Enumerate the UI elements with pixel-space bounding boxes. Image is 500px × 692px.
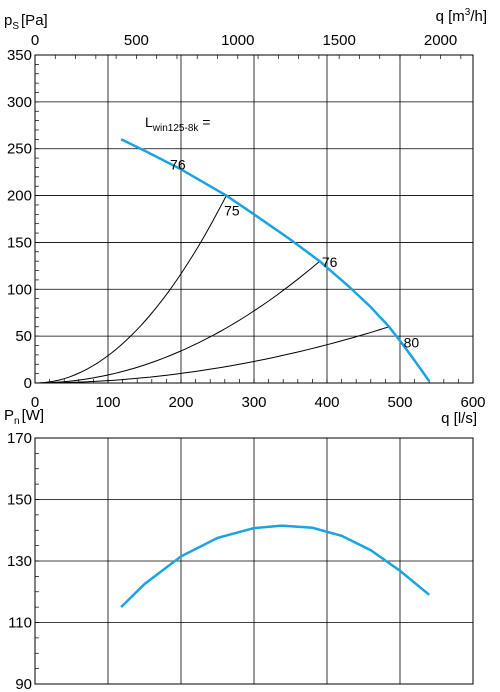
y-tick-label: 200: [7, 188, 32, 205]
x2-tick-label: 1500: [322, 32, 355, 49]
y-tick-label: 170: [7, 430, 32, 447]
y-tick-label: 100: [7, 281, 32, 298]
x2-tick-label: 0: [31, 32, 39, 49]
pressure-grid: [34, 54, 474, 384]
power-y-ticks: 90 110 130 150 170: [7, 430, 32, 692]
y-tick-label: 110: [8, 615, 32, 632]
flow-x-axis-label: q [l/s]: [441, 410, 477, 427]
y-tick-label: 0: [24, 375, 32, 392]
x-tick-label: 300: [241, 394, 266, 411]
pressure-chart: 76 75 76 80 0 50 100 150 200 250 300 350 0 100 200 30…: [4, 7, 487, 427]
power-curve: [120, 524, 430, 608]
y-tick-label: 130: [7, 553, 32, 570]
x-tick-label: 200: [168, 394, 193, 411]
x-tick-label: 100: [95, 394, 120, 411]
fan-pressure-curve: [120, 138, 431, 382]
x2-tick-label: 2000: [424, 32, 457, 49]
sound-level-annotation: Lwin125-8k =: [145, 114, 210, 134]
system-curves: [34, 195, 390, 384]
power-plot-frame: [34, 437, 474, 685]
power-y-axis-label: Pn [W]: [4, 407, 44, 427]
sound-level-label: 75: [224, 202, 240, 218]
sound-level-label: 80: [404, 334, 420, 350]
y-tick-label: 350: [7, 47, 32, 64]
flow-x2-ticks: 0 500 1000 1500 2000: [31, 32, 457, 49]
pressure-plot-frame: [34, 54, 474, 384]
x2-tick-label: 500: [124, 32, 149, 49]
system-curve-labels: 76 75 76 80: [170, 156, 419, 350]
y-tick-label: 90: [15, 676, 32, 692]
power-chart: 90 110 130 150 170 Pn [W]: [4, 407, 474, 692]
flow-x-ticks: 0 100 200 300 400 500 600: [31, 394, 486, 411]
y-tick-label: 150: [7, 234, 32, 251]
x-tick-label: 600: [460, 394, 485, 411]
pressure-y-axis-label: pS [Pa]: [4, 12, 48, 32]
y-tick-label: 150: [7, 492, 32, 509]
x-tick-label: 0: [31, 394, 39, 411]
system-curve: [34, 195, 227, 384]
sound-level-label: 76: [322, 254, 338, 270]
system-curve: [35, 326, 390, 384]
system-curve: [34, 260, 321, 384]
x-tick-label: 400: [314, 394, 339, 411]
power-grid: [34, 437, 474, 685]
y-tick-label: 250: [7, 141, 32, 158]
flow-x2-axis-label: q [m3/h]: [436, 7, 487, 25]
x2-tick-label: 1000: [221, 32, 254, 49]
pressure-y-ticks: 0 50 100 150 200 250 300 350: [7, 47, 32, 392]
y-tick-label: 50: [15, 328, 32, 345]
x-tick-label: 500: [387, 394, 412, 411]
y-tick-label: 300: [7, 94, 32, 111]
sound-level-label: 76: [170, 156, 186, 172]
